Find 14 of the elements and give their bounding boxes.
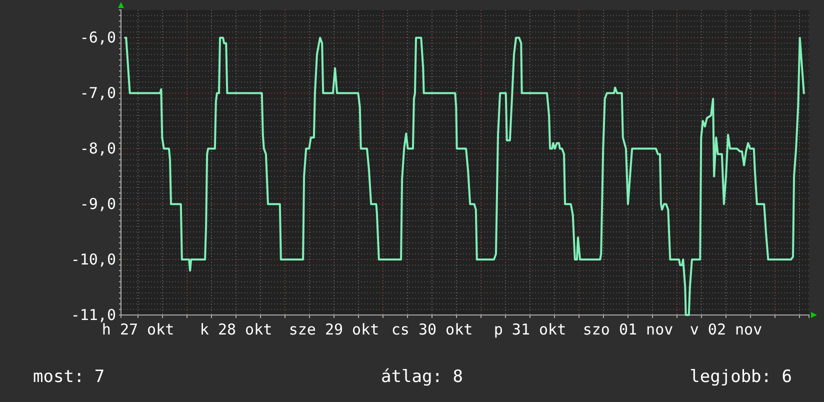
y-tick-label: -10,0 [70,250,116,268]
x-tick-label: szo 01 nov [582,320,674,338]
text: átlag: 8 [381,367,463,387]
y-tick-label: -7,0 [80,84,116,102]
x-tick-label: p 31 okt [494,320,566,338]
x-tick-label: sze 29 okt [288,320,380,338]
y-tick-label: -6,0 [80,28,116,47]
text: legjobb: 6 [690,367,792,387]
y-tick-label: -9,0 [80,194,116,213]
x-tick-label: cs 30 okt [391,320,473,338]
text: most: 7 [33,367,105,387]
x-tick-label: v 02 nov [690,320,762,338]
y-tick-label: -8,0 [80,139,116,158]
x-tick-label: k 28 okt [200,320,272,338]
